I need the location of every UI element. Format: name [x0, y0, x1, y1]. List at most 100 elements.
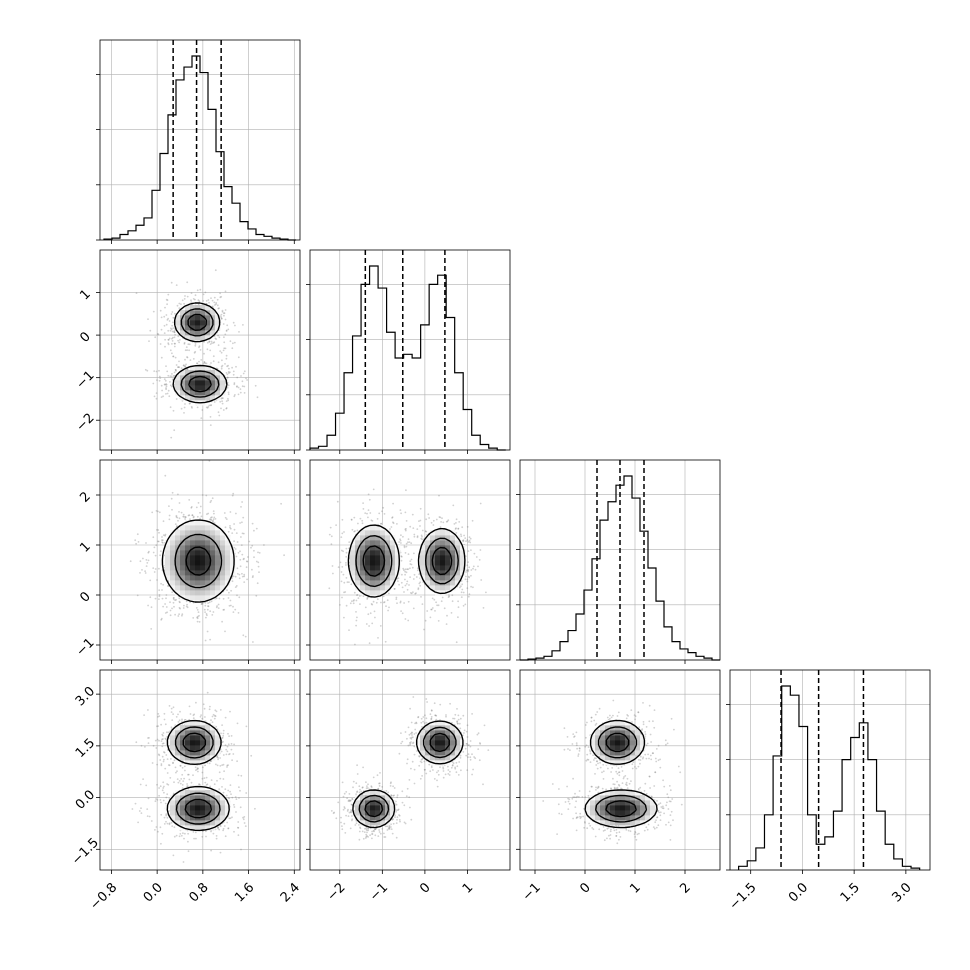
scatter-point [421, 603, 424, 605]
scatter-point [173, 429, 176, 432]
density-cell [200, 385, 206, 391]
scatter-point [404, 568, 407, 571]
density-cell [225, 580, 231, 586]
scatter-point [168, 337, 171, 340]
scatter-point [176, 516, 179, 519]
density-cell [430, 545, 436, 551]
scatter-point [199, 715, 202, 718]
scatter-point [204, 604, 207, 607]
scatter-point [224, 716, 227, 719]
scatter-point [403, 569, 405, 572]
scatter-point [225, 794, 228, 797]
scatter-point [136, 594, 139, 597]
scatter-point [217, 603, 220, 606]
scatter-point [410, 592, 413, 595]
scatter-point [239, 558, 242, 561]
density-cell [200, 335, 206, 341]
scatter-point [472, 565, 475, 568]
scatter-point [208, 708, 211, 711]
scatter-point [441, 596, 444, 599]
density-cell [205, 535, 211, 541]
scatter-point [156, 799, 159, 801]
scatter-point [172, 355, 175, 358]
scatter-point [167, 783, 170, 786]
scatter-point [211, 721, 214, 724]
scatter-point [167, 338, 170, 341]
density-cell [435, 530, 441, 536]
density-cell [420, 570, 426, 576]
density-cell [350, 555, 356, 561]
scatter-point [349, 602, 352, 605]
density-cell [375, 525, 381, 531]
scatter-point [220, 295, 223, 298]
density-cell [180, 535, 186, 541]
scatter-point [245, 725, 248, 728]
scatter-point [157, 529, 160, 531]
scatter-point [455, 641, 458, 644]
scatter-point [212, 360, 215, 363]
scatter-point [155, 826, 158, 828]
scatter-point [419, 519, 422, 522]
density-cell [185, 575, 191, 581]
scatter-point [457, 527, 460, 530]
scatter-point [207, 512, 210, 515]
scatter-point [189, 402, 191, 405]
density-cell [435, 545, 441, 551]
scatter-point [227, 399, 230, 402]
scatter-point [170, 313, 173, 315]
density-cell [460, 560, 466, 566]
scatter-point [445, 520, 448, 523]
scatter-point [177, 366, 180, 368]
scatter-point [230, 793, 232, 795]
scatter-point [199, 349, 202, 351]
scatter-point [224, 333, 227, 336]
scatter-point [459, 586, 461, 589]
scatter-point [215, 338, 218, 340]
scatter-point [469, 537, 472, 540]
scatter-point [441, 517, 443, 520]
scatter-point [163, 823, 166, 825]
scatter-point [455, 532, 458, 534]
scatter-point [464, 578, 467, 581]
scatter-point [240, 774, 243, 777]
scatter-point [229, 817, 232, 820]
scatter-point [181, 720, 183, 723]
scatter-point [224, 363, 226, 365]
scatter-point [215, 303, 217, 306]
density-cell [210, 315, 216, 321]
density-cell [205, 555, 211, 561]
scatter-point [169, 406, 172, 409]
scatter-point [467, 595, 470, 598]
scatter-point [240, 848, 242, 851]
density-cell [385, 545, 391, 551]
density-cell [170, 560, 176, 566]
density-cell [385, 560, 391, 566]
scatter-point [387, 609, 389, 612]
scatter-point [185, 605, 188, 608]
density-cell [200, 590, 206, 596]
scatter-point [184, 295, 186, 297]
scatter-point [167, 317, 170, 320]
scatter-point [439, 516, 442, 519]
scatter-point [407, 619, 410, 622]
scatter-point [159, 309, 162, 312]
density-cell [195, 520, 201, 526]
scatter-point [353, 591, 356, 594]
scatter-point [218, 336, 221, 339]
scatter-point [199, 505, 202, 508]
scatter-point [366, 598, 369, 600]
scatter-point [184, 403, 186, 405]
scatter-point [165, 385, 168, 388]
scatter-point [150, 820, 153, 822]
density-cell [425, 540, 431, 546]
density-cell [210, 385, 216, 391]
density-cell [195, 330, 201, 336]
density-cell [375, 560, 381, 566]
scatter-point [175, 771, 177, 774]
density-cell [225, 540, 231, 546]
density-cell [385, 530, 391, 536]
scatter-point [201, 494, 204, 496]
scatter-point [239, 789, 241, 792]
scatter-point [170, 327, 172, 330]
scatter-point [405, 583, 408, 585]
